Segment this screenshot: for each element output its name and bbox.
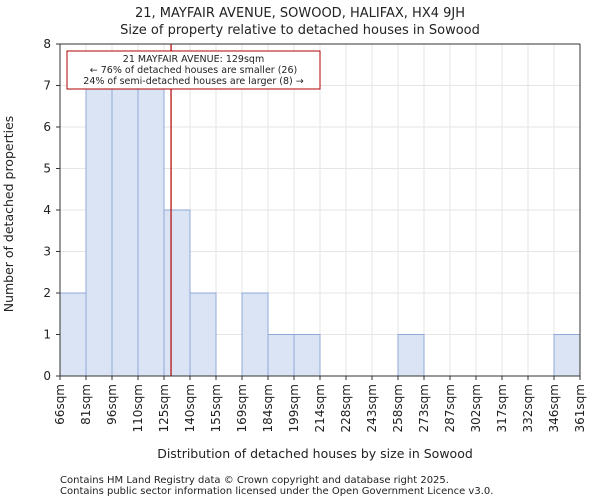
x-tick-label: 66sqm <box>53 384 67 425</box>
x-tick-label: 346sqm <box>547 384 561 432</box>
x-tick-label: 287sqm <box>443 384 457 432</box>
x-tick-label: 332sqm <box>521 384 535 432</box>
x-tick-label: 273sqm <box>417 384 431 432</box>
y-tick-label: 3 <box>43 245 51 259</box>
footer-line-2: Contains public sector information licen… <box>60 486 493 497</box>
y-tick-label: 4 <box>43 203 51 217</box>
y-tick-label: 7 <box>43 79 51 93</box>
y-tick-label: 8 <box>43 37 51 51</box>
y-tick-label: 6 <box>43 120 51 134</box>
annotation-border <box>66 50 321 90</box>
bar <box>137 85 165 377</box>
x-tick-label: 199sqm <box>287 384 301 432</box>
x-tick-label: 125sqm <box>157 384 171 432</box>
bar <box>59 292 87 377</box>
annotation-line-2: ← 76% of detached houses are smaller (26… <box>90 65 297 76</box>
bar <box>163 209 191 377</box>
x-tick-label: 361sqm <box>573 384 587 432</box>
x-tick-label: 169sqm <box>235 384 249 432</box>
x-axis-label: Distribution of detached houses by size … <box>157 446 473 461</box>
bars <box>59 85 581 377</box>
annotation-line-3: 24% of semi-detached houses are larger (… <box>83 76 303 87</box>
y-tick-label: 2 <box>43 286 51 300</box>
x-tick-label: 110sqm <box>131 384 145 432</box>
chart-title: 21, MAYFAIR AVENUE, SOWOOD, HALIFAX, HX4… <box>135 6 465 21</box>
x-tick-label: 214sqm <box>313 384 327 432</box>
x-tick-label: 258sqm <box>391 384 405 432</box>
x-tick-label: 96sqm <box>105 384 119 425</box>
y-tick-label: 1 <box>43 328 51 342</box>
y-axis-label: Number of detached properties <box>1 116 16 313</box>
x-tick-label: 184sqm <box>261 384 275 432</box>
x-tick-label: 81sqm <box>79 384 93 425</box>
bar <box>189 292 217 377</box>
x-tick-label: 155sqm <box>209 384 223 432</box>
footer-line-1: Contains HM Land Registry data © Crown c… <box>60 475 449 486</box>
annotation-line-1: 21 MAYFAIR AVENUE: 129sqm <box>123 54 264 65</box>
bar <box>397 334 425 377</box>
bar <box>85 85 113 377</box>
chart-subtitle: Size of property relative to detached ho… <box>120 23 480 38</box>
y-tick-label: 5 <box>43 162 51 176</box>
annotation-box: 21 MAYFAIR AVENUE: 129sqm ← 76% of detac… <box>66 50 321 90</box>
bar <box>267 334 295 377</box>
bar <box>293 334 321 377</box>
x-tick-label: 243sqm <box>365 384 379 432</box>
y-tick-labels: 0 1 2 3 4 5 6 7 8 <box>43 37 60 383</box>
bar <box>241 292 269 377</box>
x-tick-label: 317sqm <box>495 384 509 432</box>
bar <box>553 334 581 377</box>
x-tick-label: 140sqm <box>183 384 197 432</box>
y-tick-label: 0 <box>43 369 51 383</box>
x-tick-labels: 66sqm 81sqm 96sqm 110sqm 125sqm 140sqm 155sqm 1… <box>53 376 587 432</box>
bar <box>111 85 139 377</box>
x-tick-label: 302sqm <box>469 384 483 432</box>
x-tick-label: 228sqm <box>339 384 353 432</box>
